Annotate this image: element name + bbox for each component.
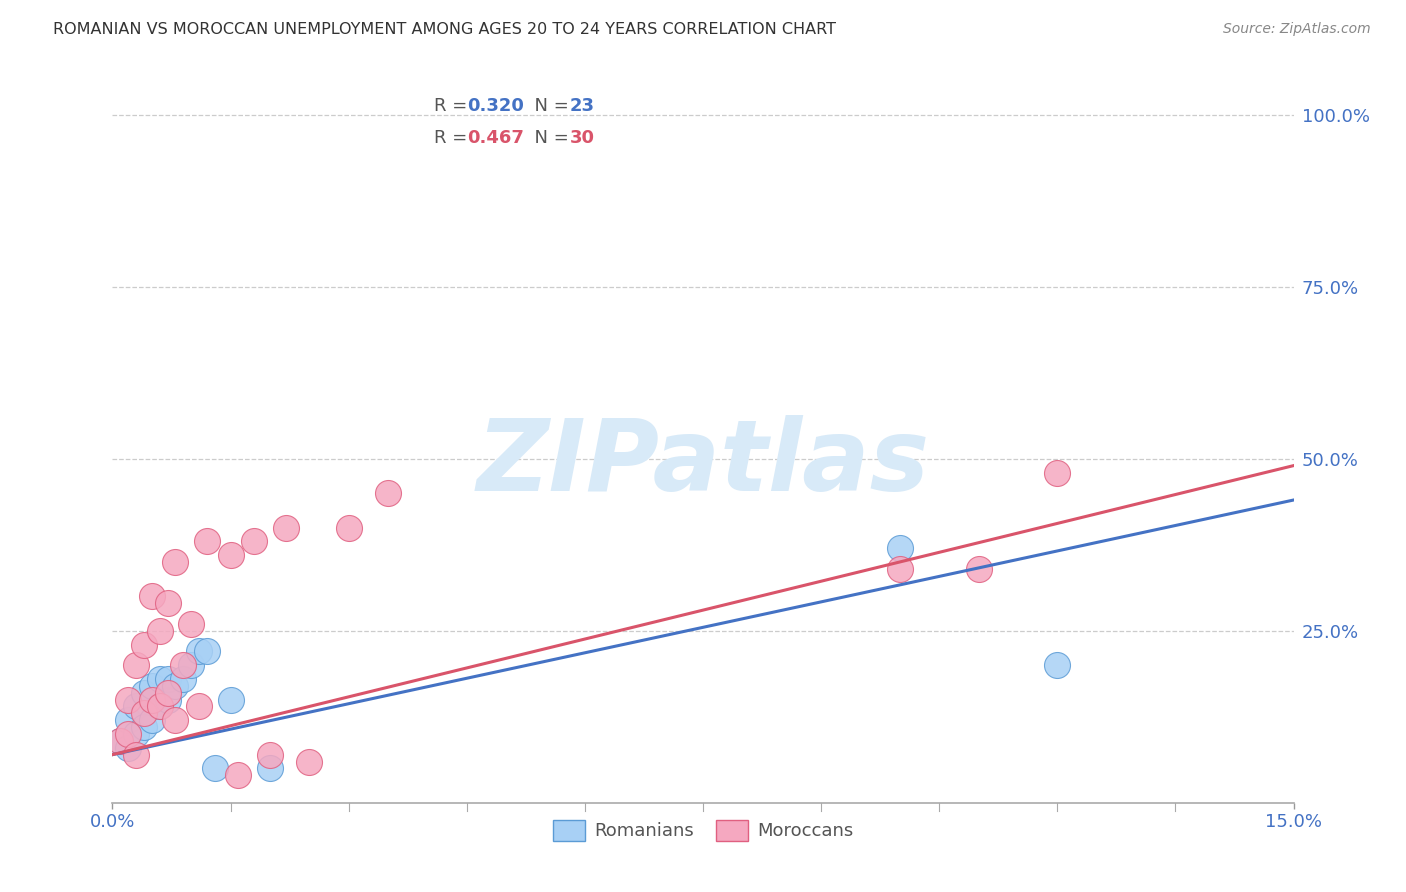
Point xyxy=(1046,658,1069,673)
Point xyxy=(219,548,242,562)
Point xyxy=(180,616,202,631)
Point xyxy=(132,720,155,734)
Point xyxy=(204,761,226,775)
Point xyxy=(156,692,179,706)
Point xyxy=(180,658,202,673)
Text: 0.467: 0.467 xyxy=(467,129,523,147)
Text: ROMANIAN VS MOROCCAN UNEMPLOYMENT AMONG AGES 20 TO 24 YEARS CORRELATION CHART: ROMANIAN VS MOROCCAN UNEMPLOYMENT AMONG … xyxy=(53,22,837,37)
Point xyxy=(377,486,399,500)
Point xyxy=(117,713,139,727)
Text: N =: N = xyxy=(523,96,575,114)
Point xyxy=(141,679,163,693)
Point xyxy=(337,520,360,534)
Point xyxy=(165,713,187,727)
Point xyxy=(259,747,281,762)
Text: R =: R = xyxy=(433,96,472,114)
Point xyxy=(1046,466,1069,480)
Point xyxy=(110,734,132,748)
Point xyxy=(165,679,187,693)
Point xyxy=(149,699,172,714)
Point xyxy=(195,644,218,658)
Point xyxy=(110,734,132,748)
Point xyxy=(156,686,179,700)
Point xyxy=(132,638,155,652)
Point xyxy=(172,658,194,673)
Point xyxy=(889,562,911,576)
Point xyxy=(219,692,242,706)
Text: 30: 30 xyxy=(569,129,595,147)
Text: N =: N = xyxy=(523,129,575,147)
Point xyxy=(141,692,163,706)
Point xyxy=(117,692,139,706)
Point xyxy=(132,706,155,721)
Point xyxy=(156,596,179,610)
Point xyxy=(188,644,211,658)
Text: R =: R = xyxy=(433,129,472,147)
Point xyxy=(117,740,139,755)
Text: Source: ZipAtlas.com: Source: ZipAtlas.com xyxy=(1223,22,1371,37)
Point xyxy=(889,541,911,556)
Point xyxy=(165,555,187,569)
Point xyxy=(125,727,148,741)
Legend: Romanians, Moroccans: Romanians, Moroccans xyxy=(546,813,860,848)
Text: ZIPatlas: ZIPatlas xyxy=(477,415,929,512)
Text: 0.320: 0.320 xyxy=(467,96,523,114)
Point xyxy=(141,590,163,604)
Point xyxy=(298,755,321,769)
Point xyxy=(149,699,172,714)
Point xyxy=(228,768,250,782)
Point xyxy=(125,747,148,762)
Point xyxy=(188,699,211,714)
Point xyxy=(259,761,281,775)
Point xyxy=(117,727,139,741)
Point xyxy=(149,624,172,638)
Point xyxy=(172,672,194,686)
Point xyxy=(132,686,155,700)
Point xyxy=(141,713,163,727)
Point xyxy=(195,534,218,549)
Point xyxy=(274,520,297,534)
Point xyxy=(243,534,266,549)
Text: 23: 23 xyxy=(569,96,595,114)
Point xyxy=(156,672,179,686)
Point xyxy=(125,699,148,714)
Point xyxy=(125,658,148,673)
Point xyxy=(149,672,172,686)
Point xyxy=(967,562,990,576)
